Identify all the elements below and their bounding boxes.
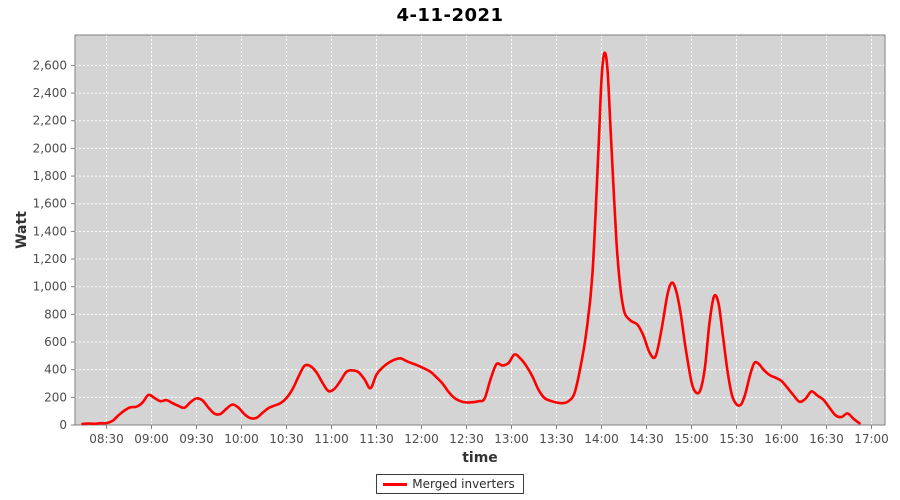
y-axis-title: Watt [14,211,30,249]
y-tick-label: 2,600 [33,58,67,72]
plot-border [74,34,886,426]
y-tick-label: 800 [44,307,67,321]
y-tick-label: 2,400 [33,86,67,100]
x-tick-label: 16:00 [764,432,799,446]
y-tick-label: 1,200 [33,252,67,266]
legend-line-glyph [383,482,408,486]
x-tick-label: 12:00 [404,432,439,446]
x-tick-label: 09:30 [179,432,214,446]
legend-label: Merged inverters [412,477,515,491]
x-tick-label: 16:30 [809,432,844,446]
y-tick-label: 1,800 [33,169,67,183]
x-tick-label: 10:00 [224,432,259,446]
x-axis-title: time [462,450,498,466]
y-tick-label: 2,000 [33,141,67,155]
x-axis-ticks: 08:30 09:00 09:30 10:00 10:30 11:00 11:30 12:00… [89,425,889,446]
x-tick-label: 15:30 [719,432,754,446]
y-tick-label: 2,200 [33,114,67,128]
series-line-merged-inverters [81,51,861,426]
x-tick-label: 17:00 [854,432,889,446]
x-tick-label: 11:00 [314,432,349,446]
y-tick-label: 400 [44,363,67,377]
y-tick-label: 1,600 [33,197,67,211]
legend-box: Merged inverters [376,474,524,494]
y-axis-ticks: 0 200 400 600 800 1,000 1,200 1,400 1,600 1,800 2,… [33,58,75,432]
y-tick-label: 600 [44,335,67,349]
x-tick-label: 14:30 [629,432,664,446]
y-tick-label: 1,400 [33,224,67,238]
x-tick-label: 11:30 [359,432,394,446]
y-tick-label: 0 [59,418,67,432]
y-tick-label: 200 [44,390,67,404]
x-tick-label: 09:00 [134,432,169,446]
legend: Merged inverters [0,474,900,494]
x-tick-label: 12:30 [449,432,484,446]
x-tick-label: 13:30 [539,432,574,446]
x-tick-label: 13:00 [494,432,529,446]
x-tick-label: 08:30 [89,432,124,446]
y-tick-label: 1,000 [33,280,67,294]
plot-background [75,35,885,425]
x-tick-label: 14:00 [584,432,619,446]
x-tick-label: 15:00 [674,432,709,446]
x-tick-label: 10:30 [269,432,304,446]
chart-title: 4-11-2021 [396,5,504,26]
